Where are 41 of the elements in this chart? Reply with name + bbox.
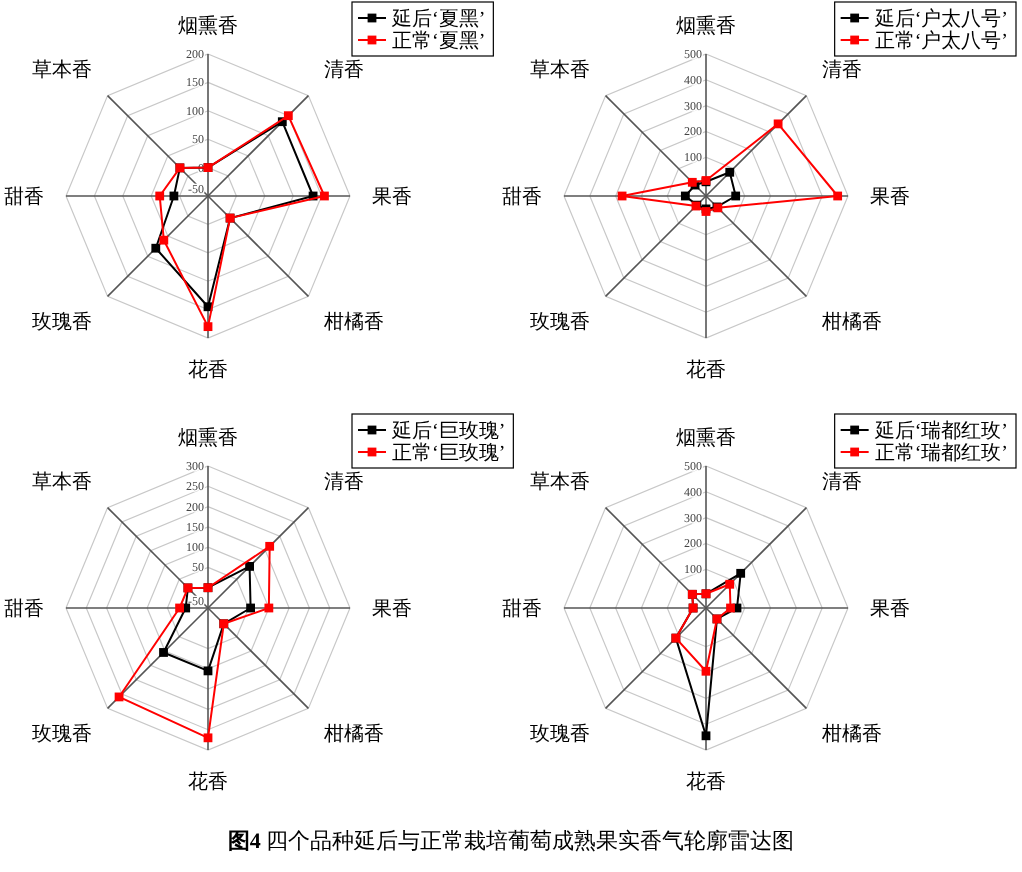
spoke-label: 烟熏香 [178, 426, 238, 450]
spoke-label: 甜香 [502, 597, 542, 621]
spoke-label: 玫瑰香 [32, 721, 93, 746]
spoke-label: 甜香 [4, 597, 44, 621]
spoke-label: 柑橘香 [819, 309, 882, 334]
spoke-label: 花香 [188, 770, 228, 794]
spoke-label: 草本香 [32, 58, 93, 83]
legend-label: 正常‘巨玫瑰’ [392, 441, 506, 465]
legend-label: 延后‘夏黑’ [390, 7, 486, 31]
spoke-label: 甜香 [502, 185, 542, 209]
spoke-label: 烟熏香 [676, 426, 736, 450]
spoke-label: 果香 [870, 185, 910, 209]
spoke-label: 烟熏香 [178, 14, 238, 38]
spoke-label: 甜香 [4, 185, 44, 209]
spoke-label: 清香 [821, 58, 862, 83]
spoke-label: 草本香 [32, 470, 93, 495]
spoke-label: 果香 [372, 185, 412, 209]
spoke-label: 柑橘香 [819, 721, 882, 746]
spoke-label: 草本香 [530, 58, 591, 83]
spoke-label: 柑橘香 [321, 309, 384, 334]
legend-label: 正常‘夏黑’ [392, 29, 486, 53]
legend-label: 延后‘巨玫瑰’ [390, 419, 506, 443]
spoke-label: 清香 [821, 470, 862, 495]
spoke-label: 烟熏香 [676, 14, 736, 38]
legend-label: 延后‘瑞都红玫’ [872, 419, 1008, 443]
spoke-label: 果香 [870, 597, 910, 621]
spoke-label: 花香 [188, 358, 228, 382]
legend-label: 延后‘户太八号’ [872, 7, 1008, 31]
spoke-label: 果香 [372, 597, 412, 621]
spoke-label: 玫瑰香 [530, 309, 591, 334]
legend-label: 正常‘瑞都红玫’ [874, 441, 1008, 465]
spoke-label: 花香 [686, 358, 726, 382]
spoke-label: 清香 [323, 58, 364, 83]
spoke-label: 玫瑰香 [530, 721, 591, 746]
spoke-label: 草本香 [530, 470, 591, 495]
text: 图4 四个品种延后与正常栽培葡萄成熟果实香气轮廓雷达图 [227, 828, 795, 854]
spoke-label: 柑橘香 [321, 721, 384, 746]
legend-label: 正常‘户太八号’ [874, 29, 1008, 53]
spoke-label: 花香 [686, 770, 726, 794]
spoke-label: 清香 [323, 470, 364, 495]
spoke-label: 玫瑰香 [32, 309, 93, 334]
